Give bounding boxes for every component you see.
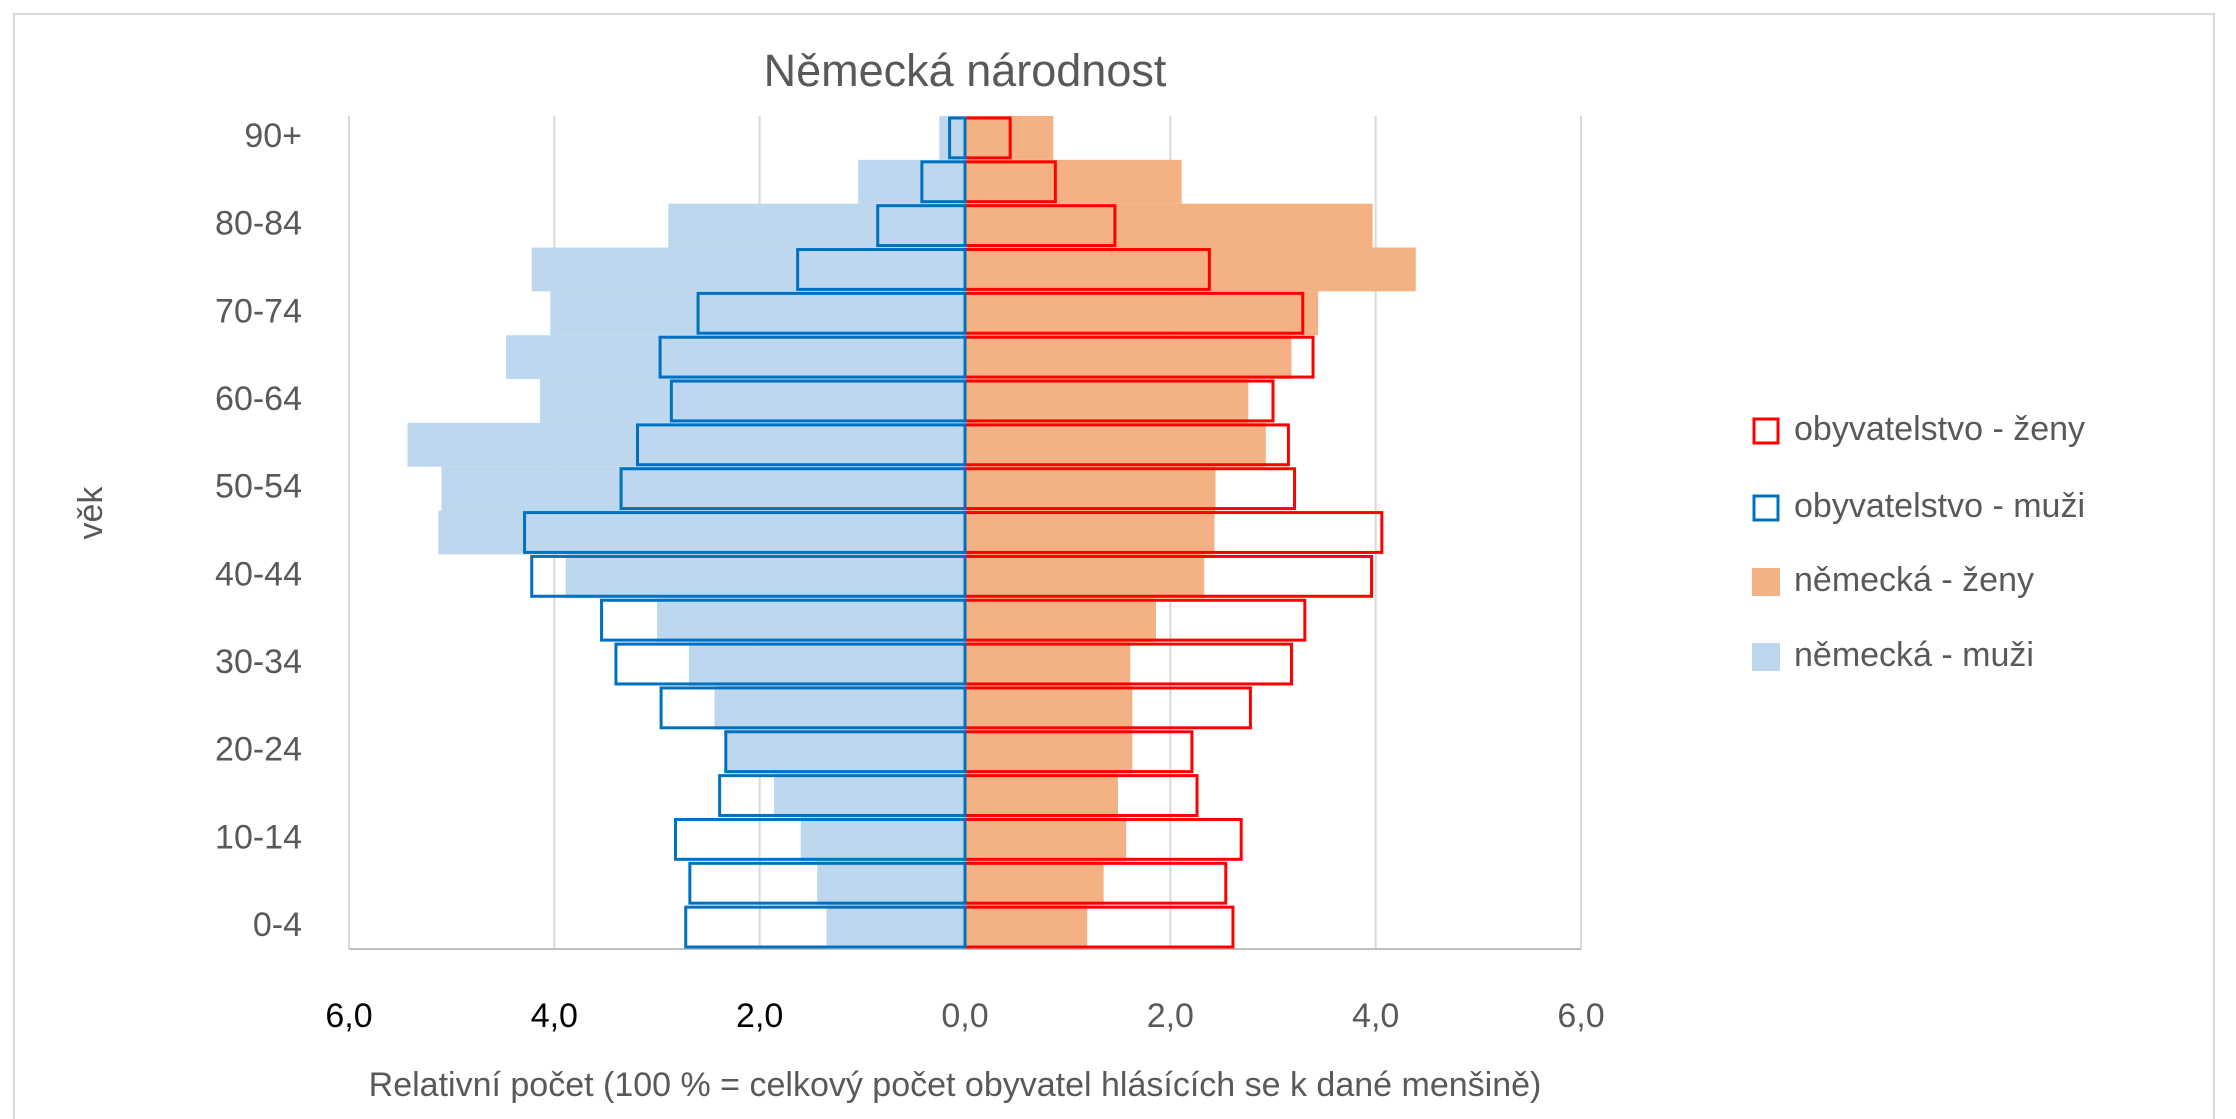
y-tick-label: 80-84: [215, 205, 302, 243]
bar: [965, 203, 1373, 248]
bar: [407, 422, 965, 467]
x-tick-label: 2,0: [736, 997, 783, 1035]
bar-outline: [724, 730, 967, 774]
x-tick-label: 0,0: [941, 997, 988, 1035]
y-tick-label: 10-14: [215, 818, 302, 856]
bar-outline: [619, 467, 967, 511]
bar: [657, 598, 965, 643]
bar-outline: [920, 160, 967, 204]
bar-outline: [673, 817, 967, 861]
bar: [965, 729, 1133, 774]
bar: [539, 379, 965, 423]
bar: [714, 685, 965, 730]
bar: [438, 510, 965, 555]
bar-outline: [684, 905, 967, 949]
legend-label: obyvatelstvo - ženy: [1794, 410, 2085, 448]
bar-outline: [696, 291, 967, 335]
bar: [817, 861, 965, 906]
bar: [965, 291, 1319, 336]
bar: [826, 905, 965, 949]
y-axis-label: věk: [72, 486, 110, 540]
y-tick-label: 40-44: [215, 555, 302, 593]
bar-outline: [614, 642, 967, 686]
y-tick-label: 30-34: [215, 643, 302, 681]
bar: [965, 247, 1416, 292]
bar: [965, 817, 1127, 862]
y-tick-label: 60-64: [215, 380, 302, 418]
bar-outline: [523, 511, 967, 554]
bar: [800, 817, 965, 862]
bar: [774, 773, 965, 818]
bar: [965, 466, 1216, 511]
x-tick-label: 6,0: [1557, 997, 1604, 1035]
bar-outline: [718, 774, 967, 817]
legend-label: německá - ženy: [1794, 561, 2034, 599]
y-tick-label: 50-54: [215, 468, 302, 506]
bar-outline: [948, 116, 967, 160]
x-tick-label: 2,0: [1147, 997, 1194, 1035]
bar-outline: [600, 598, 967, 642]
bar: [965, 335, 1292, 380]
bar: [965, 861, 1104, 906]
bar: [531, 247, 965, 292]
bar-outline: [658, 335, 967, 379]
bar: [725, 729, 965, 774]
bar-outline: [635, 423, 967, 467]
bar: [506, 335, 965, 380]
bar: [688, 642, 965, 686]
legend-swatch: [1752, 568, 1780, 596]
legend-swatch: [1752, 494, 1780, 522]
bar-outline: [876, 204, 967, 248]
legend-label: německá - muži: [1794, 636, 2034, 674]
legend-swatch: [1752, 417, 1780, 445]
bar: [965, 685, 1133, 730]
bar: [965, 598, 1156, 643]
bar: [965, 422, 1266, 467]
y-tick-label: 0-4: [253, 906, 302, 944]
bar: [668, 203, 965, 248]
bar-outline: [669, 379, 967, 423]
chart-frame: [13, 13, 2215, 1119]
bar: [858, 159, 965, 204]
legend-label: obyvatelstvo - muži: [1794, 487, 2085, 525]
bar: [939, 116, 965, 160]
bar-outline: [530, 554, 967, 598]
bar: [965, 642, 1131, 686]
bar: [441, 466, 965, 511]
y-tick-label: 90+: [244, 117, 302, 155]
x-tick-label: 6,0: [325, 997, 372, 1035]
bar: [550, 291, 965, 336]
bar: [565, 554, 965, 599]
bar: [965, 159, 1182, 204]
x-tick-label: 4,0: [1352, 997, 1399, 1035]
bar-outline: [659, 686, 967, 730]
bar-outline: [688, 861, 967, 905]
x-tick-label: 4,0: [531, 997, 578, 1035]
chart-title: Německá národnost: [764, 45, 1167, 96]
y-tick-label: 20-24: [215, 731, 302, 769]
bar: [965, 905, 1088, 949]
bar: [965, 379, 1249, 423]
y-tick-label: 70-74: [215, 292, 302, 330]
bar-outline: [796, 248, 967, 291]
x-axis-label: Relativní počet (100 % = celkový počet o…: [369, 1066, 1542, 1104]
bar: [965, 554, 1205, 599]
bar: [965, 510, 1215, 555]
legend-swatch: [1752, 643, 1780, 671]
bar: [965, 773, 1118, 818]
